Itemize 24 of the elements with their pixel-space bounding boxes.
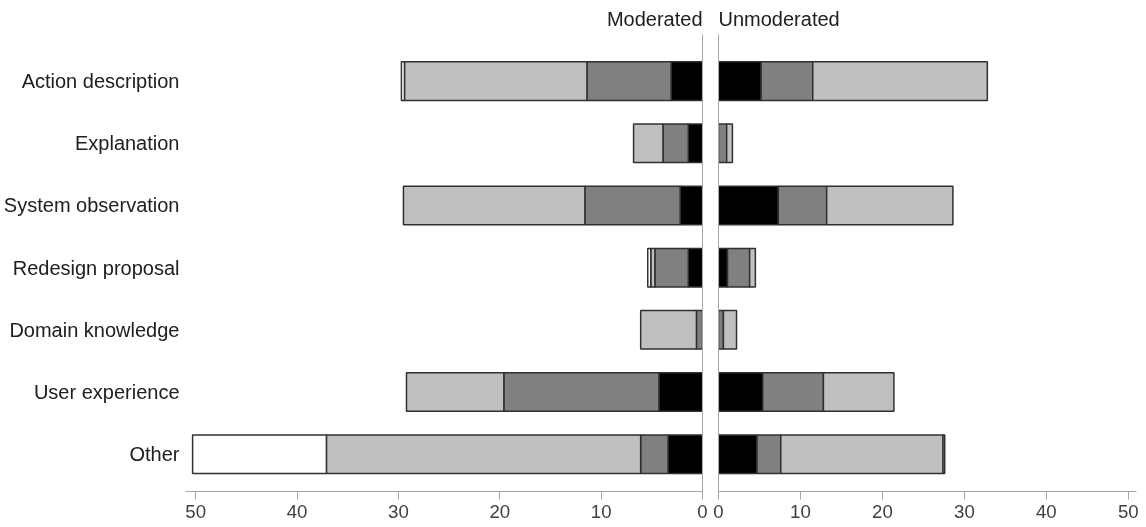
x-tick-label: 10: [590, 500, 612, 522]
x-tick-label: 20: [872, 500, 893, 522]
y-tick-label: Explanation: [74, 132, 180, 155]
x-tick-label: 30: [954, 500, 975, 522]
chart-title: Moderated: [606, 7, 703, 30]
x-tick-label: 10: [790, 500, 811, 522]
bar: [639, 309, 698, 350]
y-tick-label: System observation: [3, 194, 180, 217]
x-tick-label: 0: [697, 500, 708, 522]
x-tick-label: 50: [1117, 500, 1139, 522]
y-tick-label: Redesign proposal: [12, 256, 180, 279]
y-tick-label: Other: [129, 443, 180, 466]
x-tick-label: 0: [713, 500, 724, 522]
x-tick-label: 40: [286, 500, 308, 522]
x-tick-label: 40: [1035, 500, 1057, 522]
bar: [722, 309, 738, 350]
x-tick-label: 20: [489, 500, 511, 522]
y-tick-label: User experience: [33, 381, 180, 404]
chart-title: Unmoderated: [718, 7, 840, 30]
x-tick-label: 50: [185, 500, 207, 522]
y-tick-label: Action description: [21, 70, 180, 93]
bar: [647, 247, 652, 288]
x-tick-label: 30: [388, 500, 409, 522]
y-tick-label: Domain knowledge: [9, 318, 180, 341]
